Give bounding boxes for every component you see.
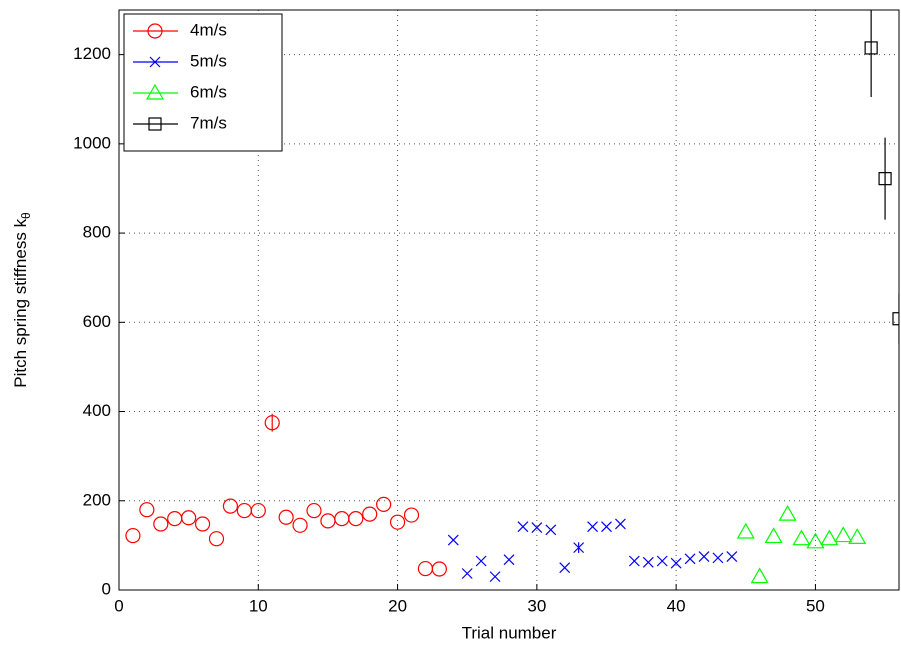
marker — [153, 516, 169, 532]
marker — [264, 415, 280, 431]
y-tick-label: 200 — [83, 490, 111, 509]
marker — [587, 521, 598, 533]
marker — [403, 507, 420, 523]
y-tick-label: 0 — [102, 579, 111, 598]
legend-label: 6m/s — [190, 82, 227, 101]
marker — [559, 562, 571, 574]
legend-marker — [147, 23, 163, 39]
marker — [376, 496, 392, 512]
y-tick-label: 1200 — [73, 44, 111, 63]
marker — [698, 551, 710, 562]
marker — [545, 524, 557, 536]
marker — [461, 568, 473, 579]
marker — [736, 522, 755, 539]
marker — [642, 556, 654, 568]
marker — [684, 553, 696, 565]
marker — [615, 518, 626, 530]
marker — [278, 509, 294, 525]
x-tick-label: 0 — [114, 596, 123, 615]
x-axis-label: Trial number — [462, 623, 557, 642]
x-tick-label: 10 — [249, 596, 268, 615]
legend-marker — [149, 56, 161, 68]
marker — [306, 502, 322, 519]
marker — [656, 555, 668, 567]
legend-marker — [148, 117, 162, 131]
marker — [764, 527, 783, 544]
y-axis-label-text: Pitch spring stiffness k — [11, 218, 30, 387]
plot-area — [125, 10, 899, 584]
marker — [208, 531, 225, 547]
marker — [362, 506, 378, 522]
marker — [236, 502, 252, 519]
marker — [601, 521, 612, 533]
marker — [475, 555, 487, 567]
y-tick-label: 400 — [83, 401, 111, 420]
marker — [820, 529, 839, 546]
legend-label: 4m/s — [190, 20, 227, 39]
legend-label: 5m/s — [190, 51, 227, 70]
marker — [792, 529, 811, 546]
marker — [431, 561, 447, 577]
marker — [194, 516, 211, 532]
marker — [320, 513, 336, 529]
marker — [864, 41, 878, 55]
marker — [447, 534, 459, 546]
x-tick-label: 30 — [527, 596, 546, 615]
y-axis-label-sub: θ — [19, 212, 33, 219]
marker — [628, 555, 640, 567]
marker — [878, 172, 892, 186]
marker — [573, 542, 585, 554]
y-axis-label: Pitch spring stiffness kθ — [11, 212, 33, 388]
marker — [806, 532, 825, 549]
marker — [531, 522, 543, 533]
x-tick-label: 50 — [806, 596, 825, 615]
marker — [892, 312, 899, 326]
marker — [489, 571, 501, 583]
marker — [334, 511, 350, 527]
marker — [834, 526, 853, 543]
legend-label: 7m/s — [190, 113, 227, 132]
x-tick-label: 20 — [388, 596, 407, 615]
marker — [417, 560, 434, 577]
marker — [222, 498, 239, 514]
marker — [181, 510, 197, 526]
marker — [250, 502, 266, 519]
marker — [712, 552, 724, 564]
x-tick-label: 40 — [667, 596, 686, 615]
marker — [167, 511, 183, 527]
marker — [517, 521, 529, 533]
marker — [292, 517, 308, 533]
y-tick-label: 1000 — [73, 133, 111, 152]
marker — [503, 554, 515, 566]
marker — [670, 557, 682, 569]
y-tick-label: 600 — [83, 312, 111, 331]
marker — [139, 502, 155, 518]
marker — [389, 514, 406, 530]
marker — [750, 567, 769, 584]
marker — [726, 551, 738, 562]
marker — [348, 511, 364, 527]
y-tick-label: 800 — [83, 223, 111, 242]
marker — [848, 528, 867, 544]
marker — [125, 527, 141, 544]
legend-marker — [145, 83, 165, 100]
marker — [778, 504, 797, 521]
